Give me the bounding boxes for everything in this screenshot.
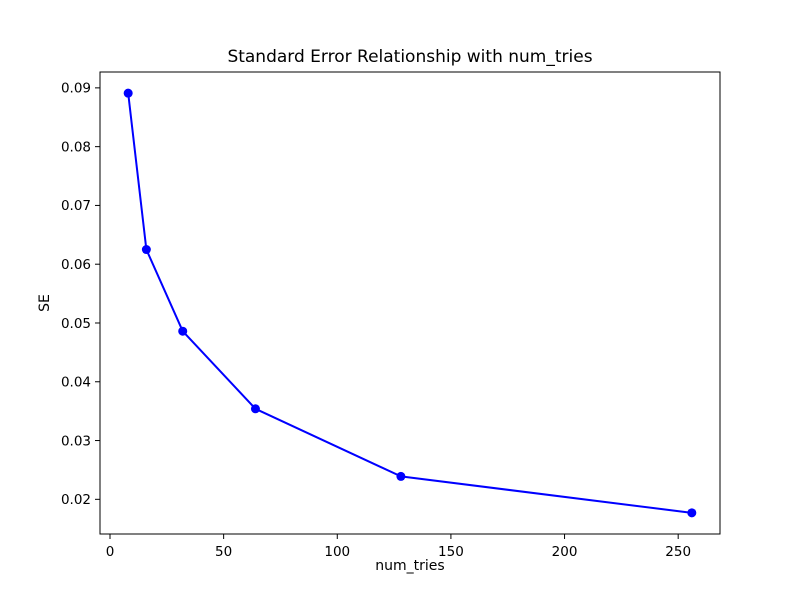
y-tick-label: 0.09 (61, 81, 91, 97)
data-point-marker (141, 245, 151, 255)
y-tick-label: 0.04 (61, 375, 91, 391)
x-tick-label: 50 (215, 544, 232, 560)
y-tick-label: 0.07 (61, 198, 91, 214)
x-axis-label: num_tries (375, 558, 444, 574)
y-tick-label: 0.02 (61, 492, 91, 508)
y-axis-ticks: 0.02 0.03 0.04 0.05 0.06 0.07 0.08 0.09 (61, 81, 100, 508)
y-tick-label: 0.03 (61, 433, 91, 449)
data-point-marker (123, 88, 133, 98)
series-line (127, 92, 693, 514)
x-tick-label: 0 (106, 544, 115, 560)
y-tick-label: 0.08 (61, 139, 91, 155)
chart-title: Standard Error Relationship with num_tri… (227, 47, 592, 67)
x-tick-label: 150 (438, 544, 464, 560)
data-series (123, 88, 697, 518)
plot-area (99, 71, 721, 535)
x-tick-label: 200 (552, 544, 578, 560)
data-point-marker (687, 508, 697, 518)
y-tick-label: 0.05 (61, 316, 91, 332)
x-tick-label: 250 (665, 544, 691, 560)
x-axis-ticks: 0 50 100 150 200 250 (106, 534, 691, 560)
y-axis-label: SE (37, 294, 53, 312)
x-tick-label: 100 (324, 544, 350, 560)
data-point-marker (396, 471, 406, 481)
y-tick-label: 0.06 (61, 257, 91, 273)
data-point-marker (250, 404, 260, 414)
data-point-marker (178, 326, 188, 336)
